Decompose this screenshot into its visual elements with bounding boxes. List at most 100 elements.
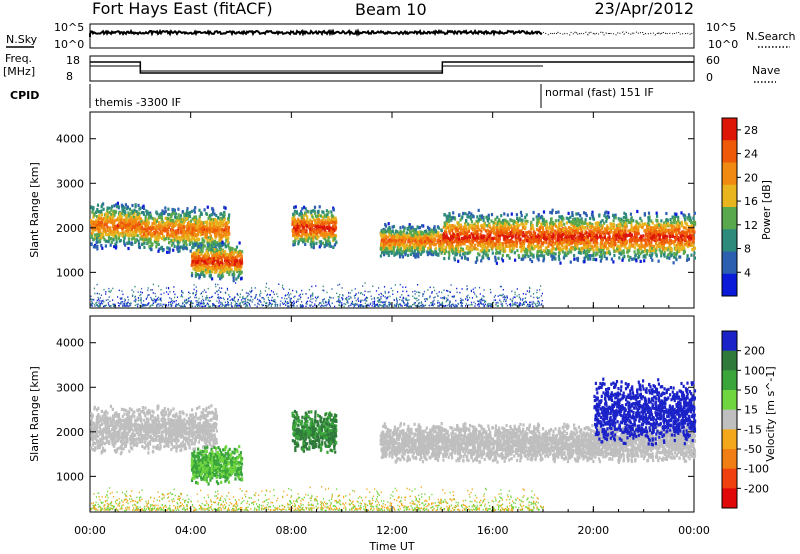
echo-cell [520, 214, 523, 218]
echo-cell [149, 213, 152, 217]
echo-cell [486, 245, 489, 250]
echo-cell [578, 235, 581, 239]
echo-cell [473, 232, 476, 236]
echo-cell [108, 238, 111, 242]
echo-cell [681, 224, 684, 228]
echo-cell [102, 230, 105, 234]
echo-cell [130, 241, 133, 245]
echo-cell [561, 247, 564, 251]
echo-cell [191, 227, 194, 231]
echo-cell [144, 235, 147, 239]
echo-cell [304, 242, 307, 246]
echo-cell [130, 212, 133, 216]
echo-cell [163, 211, 166, 216]
echo-cell [663, 251, 666, 255]
echo-cell [228, 253, 231, 257]
echo-cell [526, 235, 529, 239]
echo-cell [180, 230, 183, 234]
echo-cell [199, 246, 202, 250]
echo-cell [667, 240, 670, 245]
echo-cell [173, 238, 176, 242]
echo-cell [209, 275, 212, 279]
echo-cell [334, 221, 337, 225]
echo-cell [317, 209, 320, 213]
echo-cell [416, 240, 419, 244]
echo-cell [382, 250, 385, 254]
echo-cell [171, 225, 174, 230]
echo-cell [617, 223, 620, 227]
echo-cell [173, 244, 176, 248]
echo-cell [663, 254, 666, 258]
echo-cell [529, 250, 532, 254]
echo-cell [108, 206, 111, 210]
echo-cell [487, 213, 490, 217]
echo-cell [184, 246, 188, 250]
echo-cell [122, 207, 125, 211]
echo-cell [106, 212, 109, 216]
beam-title: Beam 10 [355, 0, 427, 19]
echo-cell [146, 238, 149, 242]
echo-cell [127, 246, 130, 251]
echo-cell [102, 228, 105, 232]
nave-label: Nave [752, 64, 780, 77]
echo-cell [115, 203, 118, 207]
echo-cell [327, 215, 330, 220]
echo-cell [687, 257, 690, 261]
echo-cell [323, 243, 327, 247]
echo-cell [394, 230, 397, 234]
echo-cell [494, 257, 497, 261]
echo-cell [501, 259, 505, 263]
echo-cell [629, 220, 632, 224]
echo-cell [237, 262, 240, 266]
echo-cell [200, 243, 203, 247]
echo-cell [610, 227, 613, 231]
echo-cell [535, 221, 539, 226]
echo-cell [167, 212, 171, 217]
echo-cell [603, 214, 606, 218]
echo-cell [168, 250, 171, 254]
echo-cell [160, 212, 163, 216]
echo-cell [224, 229, 228, 233]
echo-cell [112, 209, 115, 213]
echo-cell [479, 217, 482, 221]
echo-cell [515, 241, 519, 245]
echo-cell [567, 235, 570, 239]
echo-cell [172, 234, 175, 238]
echo-cell [158, 227, 161, 231]
echo-cell [127, 214, 130, 218]
echo-cell [448, 231, 451, 235]
echo-cell [477, 252, 480, 256]
echo-cell [202, 230, 206, 234]
echo-cell [109, 213, 113, 217]
echo-cell [203, 262, 206, 266]
echo-cell [294, 236, 297, 240]
echo-cell [513, 251, 516, 255]
echo-cell [212, 266, 215, 270]
echo-cell [96, 247, 99, 251]
echo-cell [331, 231, 334, 235]
echo-cell [232, 275, 235, 279]
echo-cell [610, 257, 613, 261]
echo-cell [471, 223, 474, 228]
echo-cell [177, 207, 180, 211]
echo-cell [334, 234, 338, 238]
echo-cell [486, 228, 490, 233]
echo-cell [398, 255, 402, 259]
echo-cell [164, 206, 167, 210]
echo-cell [445, 249, 448, 253]
echo-cell [197, 261, 200, 265]
echo-cell [310, 245, 313, 249]
echo-cell [203, 274, 206, 278]
echo-cell [417, 231, 420, 235]
echo-cell [332, 245, 335, 249]
echo-cell [421, 232, 424, 236]
echo-cell [102, 235, 105, 239]
echo-cell [322, 225, 326, 229]
echo-cell [569, 260, 572, 264]
echo-cell [237, 273, 241, 277]
echo-cell [438, 237, 441, 242]
echo-cell [519, 210, 523, 214]
echo-cell [151, 222, 154, 226]
echo-cell [319, 225, 322, 229]
echo-cell [485, 246, 488, 250]
